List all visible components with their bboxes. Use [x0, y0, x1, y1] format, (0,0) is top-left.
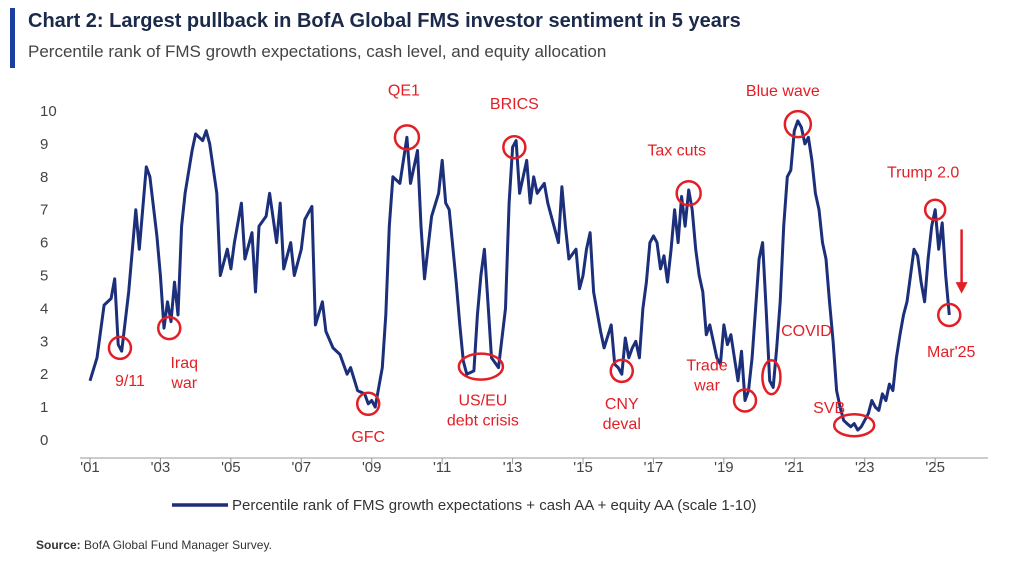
annotation-circle — [937, 302, 962, 328]
x-tick-label: '17 — [644, 459, 664, 476]
x-tick-label: '19 — [714, 459, 734, 476]
title-accent-bar — [10, 8, 15, 68]
annotation-label-line: Iraq — [170, 355, 198, 372]
x-tick-label: '13 — [503, 459, 523, 476]
source-label: Source: — [36, 538, 81, 552]
annotation-label: Trade war — [686, 358, 727, 395]
annotation-label-line: CNY — [605, 396, 639, 413]
annotation-circle — [832, 412, 876, 438]
legend-label: Percentile rank of FMS growth expectatio… — [232, 497, 756, 514]
x-tick-label: '07 — [292, 459, 312, 476]
annotation-label: US/EU debt crisis — [447, 393, 519, 430]
annotation-label-line: Tax cuts — [647, 142, 706, 159]
annotation-label: Iraq war — [170, 355, 198, 392]
annotation-label-line: debt crisis — [447, 413, 519, 430]
annotation-label-line: COVID — [781, 323, 832, 340]
source-note: Source: BofA Global Fund Manager Survey. — [36, 538, 272, 552]
annotation-label-line: SVB — [813, 400, 845, 417]
annotation-circle — [761, 358, 782, 396]
annotation-circle — [732, 388, 758, 413]
annotation-label: CNY deval — [603, 396, 641, 433]
annotation-label-line: Mar'25 — [927, 344, 976, 361]
x-tick-label: '09 — [362, 459, 382, 476]
x-tick-label: '15 — [573, 459, 593, 476]
series-line — [88, 119, 951, 432]
chart-subtitle: Percentile rank of FMS growth expectatio… — [28, 42, 607, 61]
annotation-circle — [675, 180, 702, 207]
source-text: BofA Global Fund Manager Survey. — [84, 538, 272, 552]
annotation-label-line: war — [693, 378, 720, 395]
annotation-label: Trump 2.0 — [887, 165, 959, 182]
annotation-label-line: deval — [603, 416, 641, 433]
y-tick-label: 7 — [40, 202, 48, 219]
x-tick-label: '21 — [785, 459, 805, 476]
y-tick-label: 1 — [40, 399, 48, 416]
chart-title: Chart 2: Largest pullback in BofA Global… — [28, 10, 741, 32]
annotation-circle — [783, 109, 813, 139]
annotation-label-line: Blue wave — [746, 83, 820, 100]
annotation-circle — [393, 124, 421, 151]
y-tick-label: 5 — [40, 268, 48, 285]
annotation-label-line: 9/11 — [115, 373, 145, 390]
annotation-label: BRICS — [490, 96, 539, 113]
annotation-label-line: US/EU — [458, 393, 507, 410]
x-tick-label: '03 — [151, 459, 171, 476]
annotation-label-line: Trump 2.0 — [887, 165, 959, 182]
annotation-label: SVB — [813, 400, 845, 417]
annotation-label: QE1 — [388, 82, 420, 99]
x-tick-label: '05 — [221, 459, 241, 476]
annotation-circle — [156, 315, 182, 341]
x-tick-label: '25 — [925, 459, 945, 476]
annotation-label: GFC — [351, 429, 385, 446]
annotation-circle — [107, 335, 133, 361]
annotation-label-line: BRICS — [490, 96, 539, 113]
y-tick-label: 6 — [40, 235, 48, 252]
annotation-label: 9/11 — [115, 373, 145, 390]
y-tick-label: 8 — [40, 169, 48, 186]
x-tick-label: '23 — [855, 459, 875, 476]
annotation-circle — [923, 198, 947, 221]
annotation-label: COVID — [781, 323, 832, 340]
y-tick-label: 4 — [40, 300, 48, 317]
annotation-label-line: Trade — [686, 358, 727, 375]
annotation-circle — [457, 352, 505, 381]
annotation-circle — [355, 391, 381, 417]
y-tick-label: 0 — [40, 432, 48, 449]
annotation-circle — [502, 134, 527, 160]
annotation-label: Blue wave — [746, 83, 820, 100]
annotation-label-line: QE1 — [388, 82, 420, 99]
annotation-label: Mar'25 — [927, 344, 976, 361]
annotation-circle — [609, 358, 635, 384]
y-tick-label: 3 — [40, 333, 48, 350]
y-tick-label: 2 — [40, 366, 48, 383]
y-tick-label: 9 — [40, 136, 48, 153]
annotation-label-line: war — [170, 375, 197, 392]
annotation-label-line: GFC — [351, 429, 385, 446]
annotation-arrowhead — [955, 282, 968, 294]
x-tick-label: '01 — [80, 459, 100, 476]
annotation-label: Tax cuts — [647, 142, 706, 159]
y-tick-label: 10 — [40, 103, 57, 120]
x-tick-label: '11 — [433, 459, 451, 476]
